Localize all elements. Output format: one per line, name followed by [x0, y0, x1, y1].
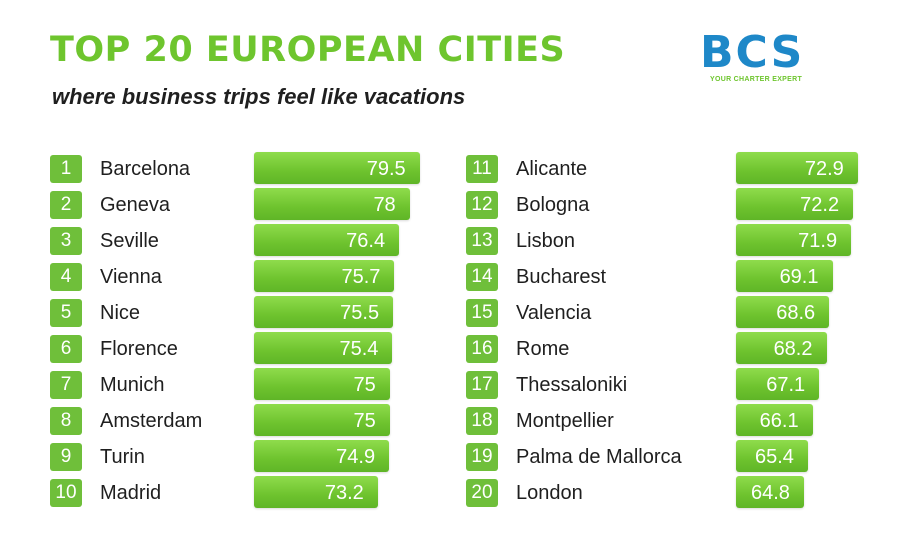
rank-badge: 4 — [50, 263, 82, 291]
city-label: Geneva — [100, 194, 171, 216]
city-label: Amsterdam — [100, 410, 203, 432]
rank-badge: 11 — [466, 155, 498, 183]
rank-badge: 7 — [50, 371, 82, 399]
logo-mark: BCS — [700, 27, 805, 78]
ranking-row: 15 Valencia 68.6 — [466, 296, 866, 328]
score-bar: 75.7 — [254, 260, 395, 292]
score-bar: 65.4 — [736, 440, 808, 472]
logo-tagline: YOUR CHARTER EXPERT — [710, 76, 803, 83]
score-bar: 72.2 — [736, 188, 854, 220]
ranking-row: 10 Madrid 73.2 — [50, 476, 450, 508]
score-bar: 78 — [254, 188, 410, 220]
ranking-row: 19 Palma de Mallorca 65.4 — [466, 440, 866, 472]
city-label: London — [516, 482, 583, 504]
city-label: Madrid — [100, 482, 162, 504]
score-bar: 76.4 — [254, 224, 400, 256]
city-label: Turin — [100, 446, 145, 468]
ranking-row: 14 Bucharest 69.1 — [466, 260, 866, 292]
ranking-row: 16 Rome 68.2 — [466, 332, 866, 364]
city-label: Munich — [100, 374, 165, 396]
city-label: Nice — [100, 302, 141, 324]
rank-badge: 17 — [466, 371, 498, 399]
city-label: Alicante — [516, 158, 588, 180]
ranking-row: 6 Florence 75.4 — [50, 332, 450, 364]
city-label: Bologna — [516, 194, 590, 216]
score-bar: 66.1 — [736, 404, 813, 436]
score-bar: 72.9 — [736, 152, 858, 184]
ranking-row: 9 Turin 74.9 — [50, 440, 450, 472]
ranking-row: 5 Nice 75.5 — [50, 296, 450, 328]
rank-badge: 12 — [466, 191, 498, 219]
score-bar: 75 — [254, 368, 390, 400]
city-label: Bucharest — [516, 266, 607, 288]
rank-badge: 6 — [50, 335, 82, 363]
score-bar: 71.9 — [736, 224, 852, 256]
score-bar: 67.1 — [736, 368, 820, 400]
score-bar: 68.2 — [736, 332, 827, 364]
chart-title: TOP 20 EUROPEAN CITIES — [50, 30, 566, 70]
rank-badge: 8 — [50, 407, 82, 435]
ranking-row: 4 Vienna 75.7 — [50, 260, 450, 292]
ranking-row: 20 London 64.8 — [466, 476, 866, 508]
city-label: Montpellier — [516, 410, 614, 432]
ranking-row: 11 Alicante 72.9 — [466, 152, 866, 184]
rank-badge: 18 — [466, 407, 498, 435]
ranking-row: 3 Seville 76.4 — [50, 224, 450, 256]
score-bar: 75.5 — [254, 296, 394, 328]
ranking-row: 12 Bologna 72.2 — [466, 188, 866, 220]
rank-badge: 19 — [466, 443, 498, 471]
city-label: Lisbon — [516, 230, 575, 252]
score-bar: 73.2 — [254, 476, 378, 508]
rank-badge: 10 — [50, 479, 82, 507]
chart-subtitle: where business trips feel like vacations — [52, 84, 466, 109]
score-bar: 75.4 — [254, 332, 393, 364]
rank-badge: 15 — [466, 299, 498, 327]
ranking-row: 17 Thessaloniki 67.1 — [466, 368, 866, 400]
ranking-row: 1 Barcelona 79.5 — [50, 152, 450, 184]
city-label: Valencia — [516, 302, 592, 324]
score-bar: 75 — [254, 404, 390, 436]
ranking-row: 13 Lisbon 71.9 — [466, 224, 866, 256]
score-bar: 74.9 — [254, 440, 390, 472]
rank-badge: 5 — [50, 299, 82, 327]
ranking-row: 7 Munich 75 — [50, 368, 450, 400]
rank-badge: 2 — [50, 191, 82, 219]
city-label: Vienna — [100, 266, 162, 288]
city-label: Barcelona — [100, 158, 191, 180]
rank-badge: 16 — [466, 335, 498, 363]
rank-badge: 20 — [466, 479, 498, 507]
city-label: Florence — [100, 338, 178, 360]
ranking-row: 18 Montpellier 66.1 — [466, 404, 866, 436]
city-label: Rome — [516, 338, 570, 360]
rank-badge: 13 — [466, 227, 498, 255]
rank-badge: 1 — [50, 155, 82, 183]
ranking-row: 2 Geneva 78 — [50, 188, 450, 220]
ranking-row: 8 Amsterdam 75 — [50, 404, 450, 436]
rank-badge: 9 — [50, 443, 82, 471]
rank-badge: 3 — [50, 227, 82, 255]
score-bar: 79.5 — [254, 152, 420, 184]
rank-badge: 14 — [466, 263, 498, 291]
score-bar: 68.6 — [736, 296, 830, 328]
city-label: Thessaloniki — [516, 374, 628, 396]
city-label: Palma de Mallorca — [516, 446, 682, 468]
brand-logo: BCS YOUR CHARTER EXPERT — [700, 30, 860, 90]
score-bar: 64.8 — [736, 476, 804, 508]
score-bar: 69.1 — [736, 260, 833, 292]
city-label: Seville — [100, 230, 159, 252]
